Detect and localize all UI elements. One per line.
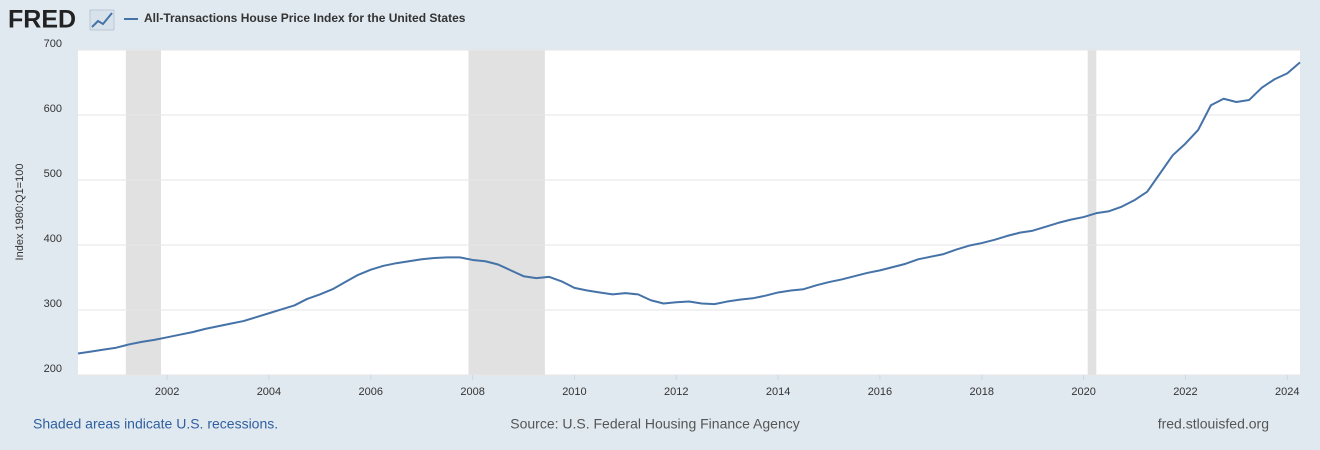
y-axis-label: Index 1980:Q1=100 <box>14 164 26 261</box>
recession-band <box>125 50 161 375</box>
y-tick-label: 600 <box>44 103 62 115</box>
logo: FRED <box>8 6 76 34</box>
x-tick-label: 2024 <box>1275 386 1299 398</box>
site: fred.stlouisfed.org <box>1158 416 1269 432</box>
series-line <box>77 61 1301 355</box>
x-tick-label: 2006 <box>359 386 383 398</box>
x-tick-label: 2004 <box>257 386 281 398</box>
plot-area <box>78 50 1300 375</box>
y-tick-label: 200 <box>44 363 62 375</box>
x-tick-label: 2010 <box>562 386 586 398</box>
y-tick-label: 500 <box>44 168 62 180</box>
x-tick-label: 2014 <box>766 386 790 398</box>
legend-label: All-Transactions House Price Index for t… <box>144 11 466 25</box>
x-tick-label: 2016 <box>868 386 892 398</box>
x-tick-label: 2018 <box>970 386 994 398</box>
x-tick-label: 2020 <box>1071 386 1095 398</box>
recession-band <box>468 50 545 375</box>
x-tick-label: 2002 <box>155 386 179 398</box>
x-tick-label: 2012 <box>664 386 688 398</box>
source: Source: U.S. Federal Housing Finance Age… <box>510 416 800 432</box>
y-tick-label: 400 <box>44 233 62 245</box>
x-tick-label: 2022 <box>1173 386 1197 398</box>
recession-band <box>1087 50 1097 375</box>
recession-note-link[interactable]: Shaded areas indicate U.S. recessions. <box>33 416 278 432</box>
x-tick-label: 2008 <box>460 386 484 398</box>
y-tick-label: 700 <box>44 38 62 50</box>
logo-icon <box>89 9 115 31</box>
y-tick-label: 300 <box>44 298 62 310</box>
